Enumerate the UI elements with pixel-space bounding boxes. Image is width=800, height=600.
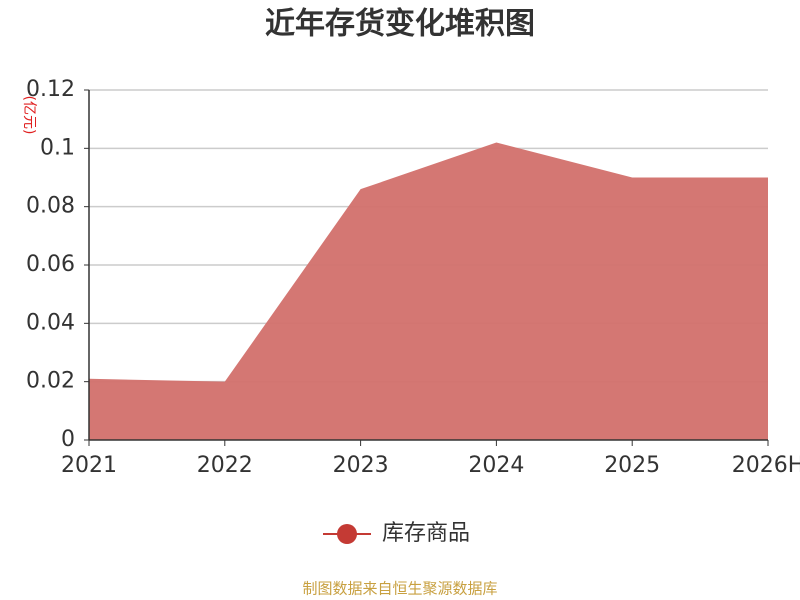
source: 制图数据来自恒生聚源数据库 [302,580,497,598]
chart-title: 近年存货变化堆积图 [265,7,535,42]
x-tick-label: 2021 [61,453,117,478]
legend-label: 库存商品 [382,521,470,546]
y-tick-label: 0.08 [26,194,75,219]
y-tick-label: 0.06 [26,252,75,277]
x-tick-label: 2024 [468,453,524,478]
y-tick-label: 0 [61,427,75,452]
y-tick-label: 0.04 [26,310,75,335]
x-tick-label: 2025 [604,453,660,478]
y-unit: (亿元) [21,96,37,135]
y-tick-label: 0.02 [26,369,75,394]
x-tick-label: 2022 [197,453,253,478]
x-tick-label: 2026H [732,453,800,478]
y-tick-label: 0.1 [40,135,75,160]
legend-marker [337,524,357,544]
area [89,142,768,440]
x-tick-label: 2023 [333,453,389,478]
y-tick-label: 0.12 [26,77,75,102]
